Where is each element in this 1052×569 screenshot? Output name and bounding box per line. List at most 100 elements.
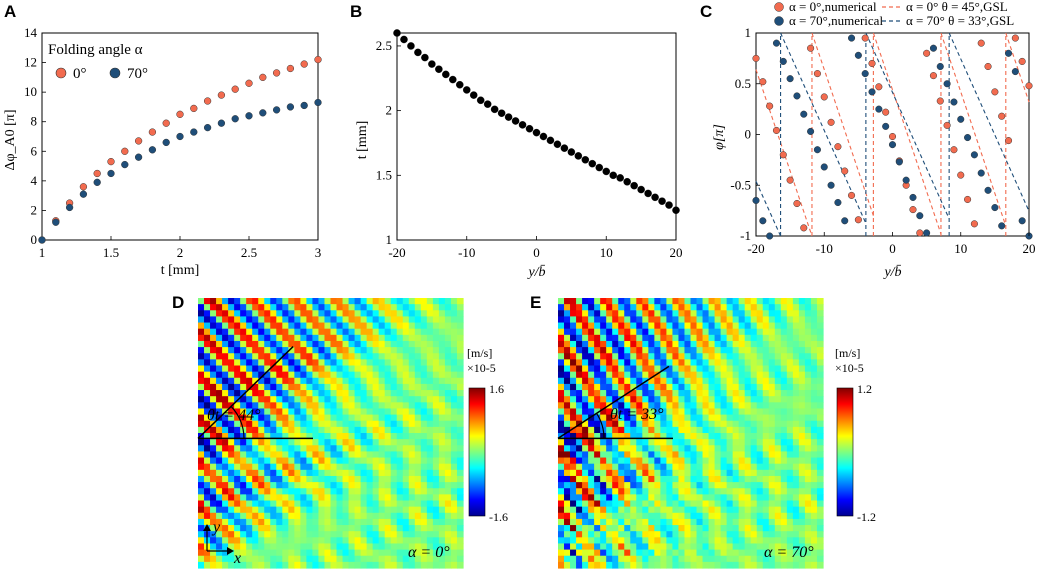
panel-e-cell — [636, 439, 643, 446]
panel-d-cell — [354, 451, 362, 459]
panel-e-cell — [786, 433, 794, 440]
panel-d-cell — [306, 445, 314, 453]
panel-e-cell — [642, 340, 649, 348]
data-point — [231, 115, 239, 123]
data-point — [637, 185, 645, 194]
panel-d-cell — [420, 463, 428, 471]
panel-d-cell — [348, 543, 356, 551]
panel-e-cell — [756, 482, 764, 489]
panel-d-cell — [276, 463, 283, 471]
panel-e-cell — [612, 371, 619, 379]
panel-d-cell — [288, 561, 295, 569]
panel-e-cell — [606, 426, 613, 434]
panel-e-cell — [786, 469, 794, 477]
panel-e-cell — [720, 340, 728, 348]
panel-e-cell — [672, 531, 680, 538]
panel-d-cell — [348, 377, 356, 385]
panel-d-cb-scale: ×10-5 — [467, 361, 496, 375]
panel-d-cell — [444, 347, 452, 354]
panel-d-cell — [294, 340, 301, 348]
panel-d-cell — [420, 433, 428, 440]
panel-e-cell — [768, 463, 776, 471]
panel-e-cell — [648, 445, 655, 453]
panel-d-cell — [234, 420, 241, 428]
panel-e-cell — [732, 298, 740, 305]
panel-d-cell — [384, 383, 392, 391]
panel-e-cell — [816, 537, 824, 545]
panel-d-cell — [354, 371, 362, 379]
panel-d-cell — [402, 561, 410, 569]
panel-d-cell — [228, 359, 235, 367]
panel-d-cell — [384, 555, 392, 563]
panel-e-cell — [690, 359, 698, 367]
panel-d-cell — [210, 439, 217, 446]
panel-d-cell — [408, 439, 416, 446]
panel-e-cell — [714, 347, 722, 354]
panel-d-cell — [198, 334, 205, 342]
panel-e-cell — [732, 518, 740, 526]
panel-e-cell — [618, 469, 625, 477]
panel-e-cell — [600, 365, 607, 373]
panel-e-cell — [582, 512, 589, 520]
panel-e-cell — [594, 549, 601, 557]
panel-e-cell — [750, 353, 758, 360]
panel-d-cell — [228, 353, 235, 360]
panel-e-cell — [714, 426, 722, 434]
data-point — [121, 147, 129, 155]
panel-e-cell — [714, 390, 722, 397]
panel-d-cell — [252, 383, 259, 391]
panel-d-cell — [420, 475, 428, 483]
panel-d-cell — [288, 543, 295, 551]
panel-e-cell — [660, 304, 668, 311]
panel-d-cell — [408, 298, 416, 305]
panel-d-cell — [294, 390, 301, 397]
panel-e-cell — [570, 512, 577, 520]
panel-e-cell — [678, 457, 686, 465]
panel-d-cell — [360, 353, 368, 360]
panel-e-cell — [780, 408, 788, 416]
panel-e-cell — [582, 353, 589, 360]
panel-d-cell — [216, 353, 223, 360]
panel-e-cell — [714, 402, 722, 410]
panel-d-cell — [438, 482, 446, 489]
panel-e-cell — [774, 549, 782, 557]
panel-d-cell — [402, 475, 410, 483]
panel-d-cell — [402, 396, 410, 403]
panel-e-cell — [732, 377, 740, 385]
panel-e-cell — [744, 298, 752, 305]
panel-d-cell — [432, 310, 440, 318]
panel-d-cell — [438, 340, 446, 348]
panel-e-cell — [798, 383, 806, 391]
panel-d-cell — [228, 396, 235, 403]
panel-e-cell — [756, 549, 764, 557]
panel-d-cell — [444, 396, 452, 403]
panel-e-cell — [738, 500, 746, 508]
panel-d-cell — [366, 365, 374, 373]
panel-d-cell — [396, 525, 404, 532]
panel-e-cell — [564, 322, 571, 330]
panel-d-cell — [426, 494, 434, 502]
panel-e-cell — [744, 328, 752, 336]
panel-d-cell — [330, 347, 338, 354]
panel-e-cell — [564, 494, 571, 502]
panel-e-cell — [786, 457, 794, 465]
panel-d-cell — [432, 402, 440, 410]
panel-e-cell — [774, 537, 782, 545]
panel-e-cell — [594, 420, 601, 428]
panel-d-cell — [348, 475, 356, 483]
panel-d-cell — [324, 420, 332, 428]
panel-e-cell — [720, 316, 728, 324]
panel-e-cell — [564, 304, 571, 311]
panel-e-cell — [792, 383, 800, 391]
panel-e-cell — [648, 549, 655, 557]
panel-e-cell — [804, 506, 812, 514]
panel-e-cell — [756, 525, 764, 532]
panel-d-cell — [360, 549, 368, 557]
data-point — [581, 156, 590, 164]
panel-d-cell — [282, 396, 289, 403]
panel-d-cell — [216, 525, 223, 532]
panel-e-cell — [624, 500, 631, 508]
panel-e-cell — [660, 383, 668, 391]
panel-e-cell — [684, 457, 692, 465]
panel-d-cell — [384, 298, 392, 305]
